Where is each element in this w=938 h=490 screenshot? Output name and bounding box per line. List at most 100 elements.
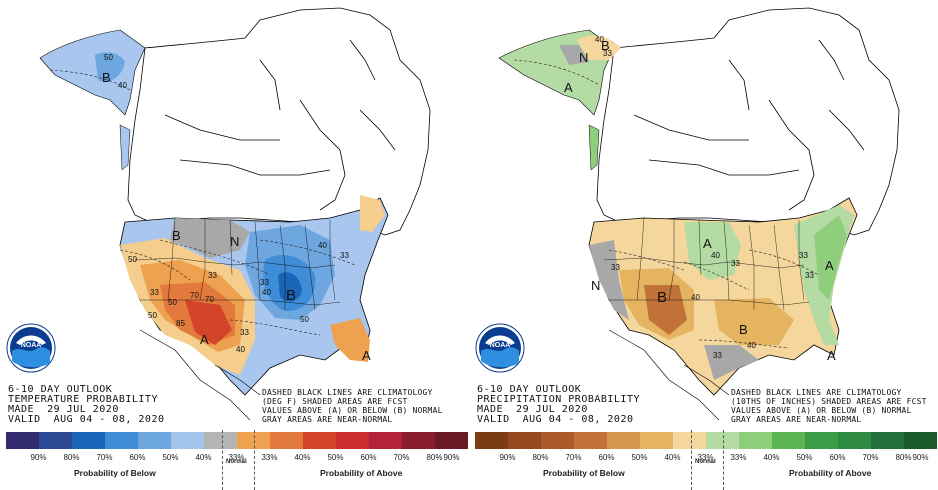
legend-swatch: [105, 432, 138, 449]
legend-tick-label: 60%: [360, 453, 377, 462]
legend-swatch: [204, 432, 237, 449]
legend-tick-label: 90%: [443, 453, 460, 462]
caption-normal: Normal: [695, 459, 716, 465]
legend-swatch: [607, 432, 640, 449]
map-labels: B N B A A B: [102, 70, 371, 363]
north-america-outline: [127, 7, 431, 236]
map-label: A: [703, 236, 712, 251]
pacific-northwest-coast: [119, 124, 131, 171]
legend-tick-label: 70%: [393, 453, 410, 462]
legend-tick-label: 80%: [426, 453, 443, 462]
legend-tick-label: 33%: [697, 453, 714, 462]
legend-swatch: [171, 432, 204, 449]
normal-divider-right: [723, 430, 724, 490]
legend-swatch: [237, 432, 270, 449]
legend-swatch: [673, 432, 706, 449]
legend-swatch: [706, 432, 739, 449]
outlook-line: MADE 29 JUL 2020: [477, 404, 588, 415]
legend-tick-label: 50%: [162, 453, 179, 462]
legend-swatch: [871, 432, 904, 449]
climatology-note: DASHED BLACK LINES ARE CLIMATOLOGY (10THS…: [731, 388, 927, 424]
new-england-above: [360, 195, 385, 232]
outlook-line: 6-10 DAY OUTLOOK: [477, 384, 582, 395]
map-label: B: [739, 322, 748, 337]
alaska-north-slope-below: [577, 35, 621, 60]
map-label: B: [601, 38, 610, 53]
map-labels: B N A A N B B A A: [564, 38, 836, 363]
southern-plains-below: [714, 298, 794, 345]
legend-swatch: [805, 432, 838, 449]
map-label: A: [825, 258, 834, 273]
legend-tick-label: 70%: [96, 453, 113, 462]
alaska-near-normal: [559, 45, 589, 65]
caption-below: Probability of Below: [543, 468, 625, 478]
pacific-northwest-coast: [588, 124, 600, 171]
climatology-lines: [513, 59, 820, 349]
legend-tick-label: 33%: [261, 453, 278, 462]
caption-normal: Normal: [226, 459, 247, 465]
legend-tick-label: 70%: [862, 453, 879, 462]
normal-divider-left: [222, 430, 223, 490]
legend-swatch: [574, 432, 607, 449]
northern-plains-above: [684, 222, 741, 280]
svg-text:33: 33: [340, 251, 349, 260]
legend-swatch: [303, 432, 336, 449]
svg-text:33: 33: [611, 263, 620, 272]
climatology-note: DASHED BLACK LINES ARE CLIMATOLOGY (DEG F…: [262, 388, 443, 424]
alaska-region: [39, 29, 146, 116]
legend-tick-label: 40%: [195, 453, 212, 462]
svg-text:33: 33: [799, 251, 808, 260]
map-label: B: [172, 228, 181, 243]
legend-captions: Probability of Below Normal Probability …: [469, 459, 938, 484]
legend-tick-label: 50%: [796, 453, 813, 462]
map-label: B: [657, 289, 667, 306]
legend-swatch: [39, 432, 72, 449]
map-label: A: [362, 348, 371, 363]
legend-swatch: [369, 432, 402, 449]
state-boundaries: [134, 217, 341, 311]
outlook-line: TEMPERATURE PROBABILITY: [8, 394, 158, 405]
svg-text:50: 50: [128, 255, 137, 264]
svg-text:40: 40: [262, 288, 271, 297]
caption-above: Probability of Above: [789, 468, 872, 478]
precipitation-outlook-map: B N A A N B B A A 40 33 40 33 33 40 33 4…: [498, 7, 900, 421]
legend-tick-label: 80%: [895, 453, 912, 462]
svg-text:50: 50: [168, 298, 177, 307]
northern-plains-near-normal: [170, 218, 250, 258]
climatology-lines: [49, 69, 356, 336]
legend-swatch: [508, 432, 541, 449]
north-america-outline: [596, 7, 900, 236]
svg-text:33: 33: [731, 259, 740, 268]
legend-tick-labels: 90% 80% 70% 60% 50% 40% 33% 33% 40% 50% …: [6, 453, 468, 463]
svg-text:NOAA: NOAA: [490, 342, 511, 349]
midwest-below-center: [278, 272, 302, 302]
legend-tick-label: 90%: [30, 453, 47, 462]
noaa-logo: NOAA: [6, 323, 56, 373]
outlook-line: MADE 29 JUL 2020: [8, 404, 119, 415]
legend-swatch: [6, 432, 39, 449]
outlook-line: PRECIPITATION PROBABILITY: [477, 394, 641, 405]
texas-near-normal: [704, 345, 759, 380]
normal-divider-left: [691, 430, 692, 490]
contour-labels: 40 50 40 33 33 70 50 33 50 40 33 40 33 5…: [104, 53, 349, 354]
alaska-below-core: [95, 52, 125, 82]
legend-swatch: [904, 432, 937, 449]
outlook-line: VALID AUG 04 - 08, 2020: [477, 414, 634, 425]
map-label: A: [200, 332, 209, 347]
map-label: N: [579, 50, 588, 65]
svg-text:33: 33: [805, 271, 814, 280]
legend-swatch: [475, 432, 508, 449]
legend-captions: Probability of Below Normal Probability …: [0, 459, 469, 484]
legend-tick-label: 60%: [598, 453, 615, 462]
svg-text:70: 70: [190, 291, 199, 300]
svg-text:40: 40: [595, 35, 604, 44]
temperature-outlook-panel: B N B A A B 40 50 40 33 33 70 50 33 50 4…: [0, 7, 469, 490]
outlook-title-block: 6-10 DAY OUTLOOK PRECIPITATION PROBABILIT…: [477, 385, 640, 425]
svg-text:33: 33: [260, 278, 269, 287]
legend-tick-label: 33%: [228, 453, 245, 462]
svg-text:50: 50: [148, 311, 157, 320]
legend-tick-label: 33%: [730, 453, 747, 462]
legend-swatch: [72, 432, 105, 449]
svg-text:33: 33: [240, 328, 249, 337]
noaa-logo: NOAA: [475, 323, 525, 373]
